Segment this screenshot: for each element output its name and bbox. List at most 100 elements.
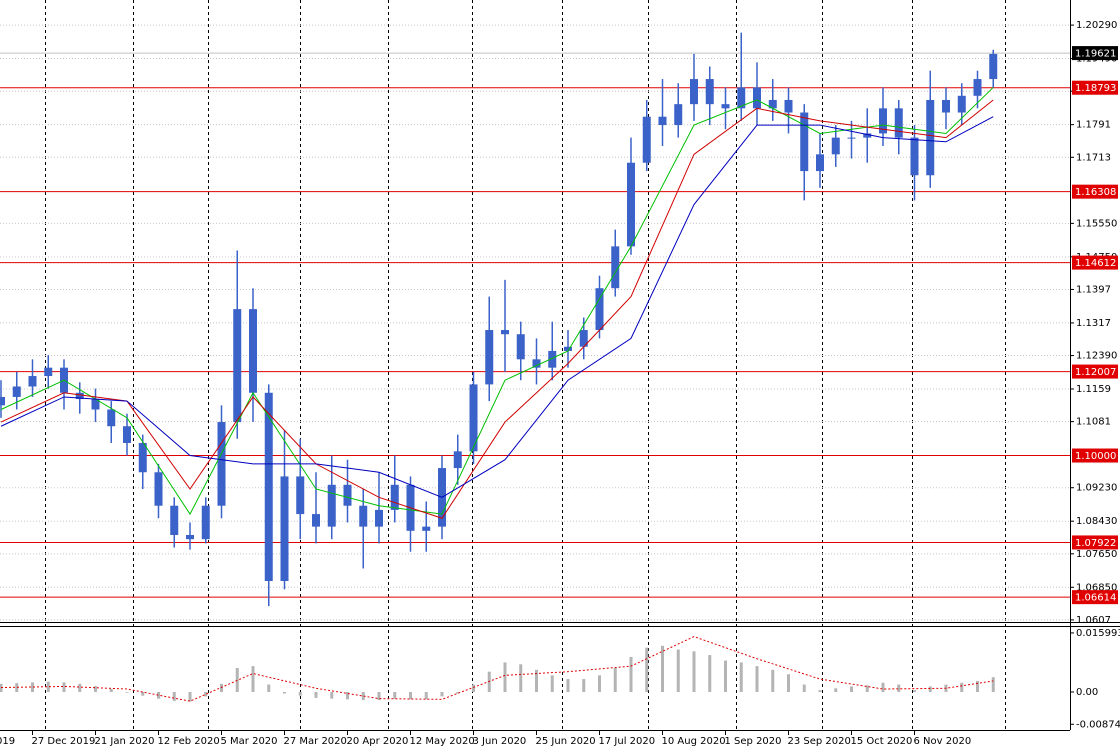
x-tick-label: 019 — [0, 736, 15, 747]
level-box — [1072, 535, 1118, 550]
x-tick-label: 6 Nov 2020 — [914, 736, 972, 747]
candle-body — [75, 392, 84, 400]
candle-body — [312, 514, 320, 527]
y-tick-label: 0.00 — [1076, 687, 1098, 698]
y-tick-label: -0.008748 — [1076, 719, 1120, 730]
y-tick-label: 1.09230 — [1076, 483, 1117, 494]
candle-body — [12, 386, 21, 397]
candle-body — [28, 376, 37, 387]
candle-body — [154, 472, 163, 506]
candle-body — [926, 99, 935, 176]
level-label: 1.14612 — [1075, 258, 1116, 269]
candle-body — [768, 99, 777, 109]
y-tick-label: 1.1317 — [1076, 318, 1111, 329]
x-tick-label: 15 Oct 2020 — [851, 736, 913, 747]
current-price-box — [1072, 46, 1118, 61]
candle-body — [264, 392, 273, 582]
candle-body — [217, 422, 226, 506]
candle-body — [564, 346, 572, 351]
y-tick-label: 1.1713 — [1076, 152, 1111, 163]
x-tick-label: 23 Sep 2020 — [788, 736, 851, 747]
candle-body — [422, 526, 431, 531]
candle-body — [831, 137, 840, 155]
y-tick-label: 1.1791 — [1076, 120, 1111, 131]
candle-body — [674, 104, 683, 126]
y-tick-label: 1.12390 — [1076, 351, 1117, 362]
x-tick-label: 3 Jun 2020 — [473, 736, 527, 747]
candle-body — [186, 534, 194, 540]
candle-body — [942, 99, 950, 113]
candle-body — [233, 309, 242, 423]
x-tick-label: 17 Jul 2020 — [599, 736, 656, 747]
level-label: 1.18793 — [1075, 83, 1116, 94]
candle-body — [390, 484, 399, 510]
candle-body — [721, 104, 730, 109]
level-box — [1072, 590, 1118, 605]
y-tick-label: 1.07650 — [1076, 549, 1117, 560]
candle-body — [453, 451, 462, 469]
x-tick-label: 12 May 2020 — [410, 736, 475, 747]
level-label: 1.10000 — [1075, 451, 1116, 462]
level-box — [1072, 448, 1118, 463]
candle-body — [170, 505, 179, 535]
candle-body — [816, 154, 824, 172]
candle-body — [863, 133, 872, 138]
level-label: 1.07922 — [1075, 538, 1116, 549]
candle-body — [91, 399, 100, 410]
x-tick-label: 10 Aug 2020 — [662, 736, 726, 747]
moving-average — [0, 99, 994, 519]
signal-line — [0, 636, 994, 702]
level-box — [1072, 255, 1118, 270]
moving-average — [0, 116, 994, 498]
candle-body — [910, 137, 919, 176]
marks — [0, 32, 1070, 702]
level-label: 1.06614 — [1075, 593, 1116, 604]
labels: 1.202901.194901.187101.17911.17131.15550… — [0, 20, 1120, 747]
candle-body — [327, 484, 336, 527]
candle-body — [375, 509, 383, 527]
x-tick-label: 5 Mar 2020 — [221, 736, 278, 747]
moving-average — [0, 87, 994, 516]
level-box — [1072, 80, 1118, 95]
y-tick-label: 1.20290 — [1076, 20, 1117, 31]
candle-body — [737, 87, 746, 109]
y-tick-label: 1.08430 — [1076, 516, 1117, 527]
y-tick-label: 1.1397 — [1076, 284, 1111, 295]
candle-body — [879, 108, 887, 134]
candle-body — [579, 330, 588, 347]
candle-body — [642, 116, 651, 163]
candle-body — [44, 367, 53, 377]
x-tick-label: 25 Jun 2020 — [536, 736, 596, 747]
candle-body — [690, 79, 698, 105]
candle-body — [957, 95, 966, 113]
y-tick-label: 1.1159 — [1076, 384, 1111, 395]
y-tick-label: 1.0607 — [1076, 615, 1111, 626]
candle-body — [0, 396, 5, 406]
x-tick-label: 20 Apr 2020 — [347, 736, 409, 747]
candle-body — [800, 112, 809, 172]
candle-body — [123, 426, 131, 443]
candle-body — [501, 330, 509, 335]
candle-body — [595, 288, 604, 331]
candle-body — [107, 409, 116, 427]
candle-body — [343, 484, 352, 506]
candle-body — [784, 99, 793, 113]
level-box — [1072, 184, 1118, 199]
candle-body — [973, 79, 982, 96]
y-tick-label: 1.1081 — [1076, 417, 1111, 428]
candle-body — [516, 334, 525, 360]
candle-body — [296, 476, 305, 515]
level-label: 1.12007 — [1075, 367, 1116, 378]
level-label: 1.16308 — [1075, 187, 1116, 198]
x-tick-label: 12 Feb 2020 — [158, 736, 220, 747]
candle-body — [894, 108, 903, 138]
candle-body — [658, 116, 667, 126]
y-tick-label: 1.15550 — [1076, 218, 1117, 229]
candle-body — [611, 246, 620, 289]
candle-body — [847, 137, 856, 139]
candle-body — [138, 442, 147, 473]
x-tick-label: 21 Jan 2020 — [95, 736, 155, 747]
candle-body — [627, 162, 635, 247]
